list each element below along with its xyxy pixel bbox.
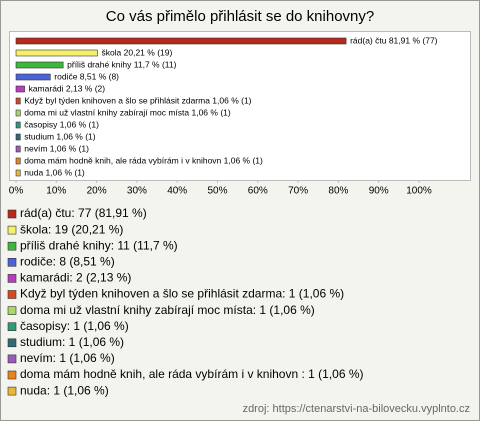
legend-label: časopisy: 1 (1,06 %) xyxy=(20,319,129,333)
bar xyxy=(15,133,21,141)
bar xyxy=(15,97,21,105)
bar xyxy=(15,109,21,117)
bar-label: doma mám hodně knih, ale ráda vybírám i … xyxy=(24,155,263,165)
bar xyxy=(15,37,347,45)
legend-swatch xyxy=(7,241,17,251)
bar-label: nuda 1,06 % (1) xyxy=(24,167,85,177)
x-tick-label: 100% xyxy=(406,186,432,197)
bar-label: doma mi už vlastní knihy zabírají moc mí… xyxy=(24,107,231,117)
legend-label: nevím: 1 (1,06 %) xyxy=(20,351,115,365)
bar-label: Když byl týden knihoven a šlo se přihlás… xyxy=(24,95,251,105)
legend-label: škola: 19 (20,21 %) xyxy=(20,222,123,236)
legend-swatch xyxy=(7,338,17,348)
legend-label: příliš drahé knihy: 11 (11,7 %) xyxy=(20,238,178,252)
bar xyxy=(15,121,21,129)
x-tick-label: 80% xyxy=(328,186,348,197)
legend-label: kamarádi: 2 (2,13 %) xyxy=(20,271,131,285)
x-tick-label: 0% xyxy=(9,186,24,197)
bar-label: studium 1,06 % (1) xyxy=(24,131,96,141)
x-tick-label: 70% xyxy=(288,186,308,197)
legend-swatch xyxy=(7,225,17,235)
bar-label: rodiče 8,51 % (8) xyxy=(54,71,119,81)
bar xyxy=(15,145,21,153)
legend-swatch xyxy=(7,257,17,267)
chart-title: Co vás přimělo přihlásit se do knihovny? xyxy=(106,8,374,25)
bar xyxy=(15,157,21,165)
bar-label: rád(a) čtu 81,91 % (77) xyxy=(350,35,438,45)
x-tick-label: 60% xyxy=(248,186,268,197)
source: zdroj: https://ctenarstvi-na-bilovecku.v… xyxy=(243,403,470,415)
legend-swatch xyxy=(7,290,17,299)
x-tick-label: 10% xyxy=(46,186,66,197)
bar xyxy=(15,85,25,93)
x-tick-label: 40% xyxy=(167,186,187,197)
x-tick-label: 90% xyxy=(369,186,389,197)
legend-swatch xyxy=(7,274,17,283)
x-tick-label: 30% xyxy=(127,186,147,197)
legend-label: doma mi už vlastní knihy zabírají moc mí… xyxy=(20,303,315,317)
legend-swatch xyxy=(7,354,17,364)
bar xyxy=(15,61,64,69)
legend-label: nuda: 1 (1,06 %) xyxy=(20,383,109,397)
legend-label: studium: 1 (1,06 %) xyxy=(20,335,124,349)
bar-label: škola 20,21 % (19) xyxy=(101,47,172,57)
legend-swatch xyxy=(7,322,17,332)
bar-label: nevím 1,06 % (1) xyxy=(24,143,89,153)
legend-swatch xyxy=(7,209,17,219)
legend-label: rád(a) čtu: 77 (81,91 %) xyxy=(20,206,147,220)
legend-swatch xyxy=(7,306,17,315)
bar xyxy=(15,49,98,57)
x-tick-label: 50% xyxy=(207,186,227,197)
legend-swatch xyxy=(7,370,17,380)
bar-label: kamarádi 2,13 % (2) xyxy=(29,83,106,93)
plot-area xyxy=(9,31,471,181)
legend-label: rodiče: 8 (8,51 %) xyxy=(20,254,115,268)
bar xyxy=(15,73,51,81)
x-tick-label: 20% xyxy=(87,186,107,197)
legend-label: Když byl týden knihoven a šlo se přihlás… xyxy=(20,287,344,301)
legend-swatch xyxy=(7,386,17,396)
bar-label: příliš drahé knihy 11,7 % (11) xyxy=(67,59,176,69)
legend-label: doma mám hodně knih, ale ráda vybírám i … xyxy=(20,367,364,381)
bar xyxy=(15,169,21,177)
bar-label: časopisy 1,06 % (1) xyxy=(24,119,99,129)
